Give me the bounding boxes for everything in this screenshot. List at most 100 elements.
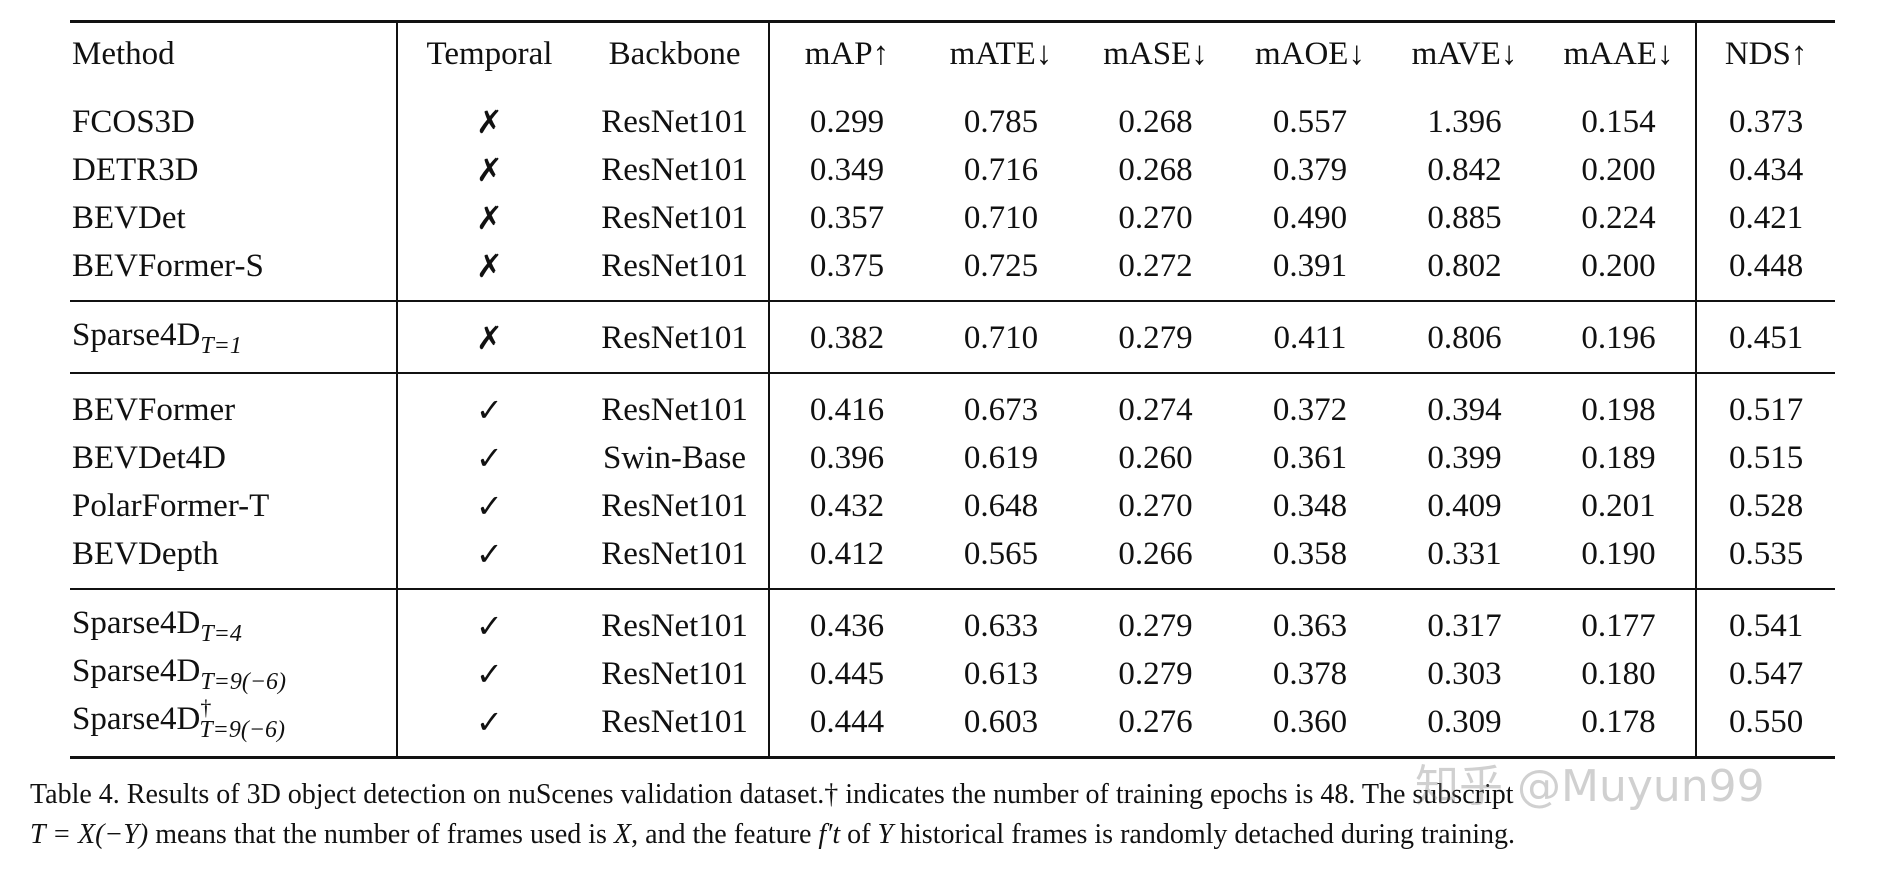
header-mave: mAVE↓ [1411,36,1518,72]
cell-nds: 0.434 [1695,146,1835,194]
cell-maae: 0.196 [1541,300,1697,373]
table-row: Sparse4DT=9(−6) ✓ ResNet101 0.445 0.613 0.279… [70,650,1835,698]
cell-mave: 0.885 [1427,199,1502,236]
cell-mate: 0.716 [963,151,1039,188]
cell-mase: 0.260 [1118,439,1193,476]
caption-math-4: Y [877,819,894,850]
cell-backbone: ResNet101 [601,247,748,284]
cell-maae: 0.224 [1581,199,1656,236]
cell-map: 0.299 [768,86,924,146]
cell-maae: 0.200 [1581,247,1656,284]
cell-map: 0.432 [768,482,924,530]
cell-maoe: 0.379 [1272,151,1348,188]
cell-mave: 0.331 [1427,535,1502,572]
checkmark-icon: ✓ [396,588,581,650]
cell-method: BEVDet4D [70,434,397,482]
cell-maae: 0.198 [1541,372,1697,434]
cell-method: DETR3D [70,146,397,194]
cell-backbone: ResNet101 [580,300,770,373]
cell-mave: 0.309 [1387,698,1542,759]
cell-mate: 0.619 [963,439,1039,476]
cell-mate: 0.633 [923,588,1079,650]
method-name: FCOS3D [72,103,195,140]
cell-backbone: ResNet101 [580,372,770,434]
cell-mate: 0.613 [963,655,1039,692]
header-map: mAP↑ [768,21,924,86]
results-table: Method Temporal Backbone mAP↑ mATE↓ mASE… [70,20,1835,759]
cross-icon: ✗ [396,242,581,301]
cell-nds: 0.517 [1695,372,1835,434]
header-mate: mATE↓ [949,36,1053,72]
table-row: Sparse4D†T=9(−6) ✓ ResNet101 0.444 0.603 0.27… [70,694,1835,759]
checkmark-icon: ✓ [396,650,581,698]
method-name: Sparse4D [72,316,201,353]
cell-maoe: 0.378 [1272,655,1348,692]
cell-backbone: ResNet101 [580,698,770,759]
method-name: Sparse4D [72,604,201,641]
cell-maoe: 0.348 [1272,487,1348,524]
cell-maoe: 0.372 [1232,372,1388,434]
caption-text-1: Table 4. Results of 3D object detection … [30,779,1514,810]
cell-mave: 0.802 [1427,247,1502,284]
caption-math-3: f′t [818,819,841,850]
method-name: PolarFormer-T [72,487,270,524]
checkmark-icon: ✓ [396,372,581,434]
cell-nds: 0.550 [1695,698,1835,759]
checkmark-icon: ✓ [396,482,581,530]
cell-backbone: ResNet101 [601,487,748,524]
watermark: 知乎 @Muyun99 [1415,761,1765,812]
cell-maae: 0.180 [1581,655,1656,692]
cell-mase: 0.270 [1118,199,1193,236]
cell-mase: 0.279 [1078,588,1233,650]
cell-nds: 0.541 [1695,588,1835,650]
cell-method: Sparse4D†T=9(−6) [70,694,398,759]
cell-mase: 0.279 [1118,655,1193,692]
table-row: FCOS3D ✗ ResNet101 0.299 0.785 0.268 0.557 1.39… [70,86,1835,146]
cell-mase: 0.268 [1118,103,1193,140]
cell-backbone: ResNet101 [601,151,748,188]
cell-mave: 0.409 [1427,487,1502,524]
method-name: Sparse4D [72,700,201,737]
cell-mase: 0.279 [1078,300,1233,373]
cell-backbone: ResNet101 [601,655,748,692]
cell-maae: 0.201 [1581,487,1656,524]
cell-maoe: 0.411 [1232,300,1388,373]
cell-map: 0.444 [768,698,924,759]
method-superscript: † [200,694,212,720]
cell-nds: 0.421 [1695,194,1835,242]
cell-backbone: Swin-Base [603,439,747,476]
cell-maae: 0.200 [1581,151,1656,188]
cell-mase: 0.272 [1118,247,1193,284]
caption-text-5: historical frames is randomly detached d… [893,819,1516,850]
cell-method: BEVDet [70,194,397,242]
cell-map: 0.375 [768,242,924,301]
header-row: Method Temporal Backbone mAP↑ mATE↓ mASE… [70,21,1835,86]
cell-nds: 0.528 [1695,482,1835,530]
cell-method: Sparse4DT=4 [70,588,398,650]
cell-maoe: 0.363 [1232,588,1388,650]
cell-maae: 0.189 [1581,439,1656,476]
checkmark-icon: ✓ [396,698,581,759]
cell-backbone: ResNet101 [601,103,748,140]
method-name: BEVFormer [72,391,236,428]
table-row: BEVFormer ✓ ResNet101 0.416 0.673 0.274 0.372 0… [70,372,1835,434]
cell-method: Sparse4DT=1 [70,300,398,373]
method-name: BEVDet [72,199,186,236]
cell-mate: 0.710 [923,300,1079,373]
cell-method: BEVDepth [70,530,397,589]
table-row: BEVFormer-S ✗ ResNet101 0.375 0.725 0.272 0.39… [70,242,1835,301]
method-name: DETR3D [72,151,199,188]
method-subscript: T=9(−6) [199,716,286,743]
caption-math-2: X [613,819,632,850]
cell-nds: 0.515 [1695,434,1835,482]
cell-nds: 0.448 [1695,242,1835,301]
cell-maoe: 0.391 [1272,247,1348,284]
table-row: DETR3D ✗ ResNet101 0.349 0.716 0.268 0.379 0.84… [70,146,1835,194]
cell-mase: 0.276 [1078,698,1233,759]
cell-method: FCOS3D [70,86,397,146]
cell-map: 0.416 [768,372,924,434]
cell-map: 0.357 [768,194,924,242]
cell-maae: 0.190 [1581,535,1656,572]
cell-mase: 0.268 [1118,151,1193,188]
header-temporal: Temporal [396,21,581,86]
